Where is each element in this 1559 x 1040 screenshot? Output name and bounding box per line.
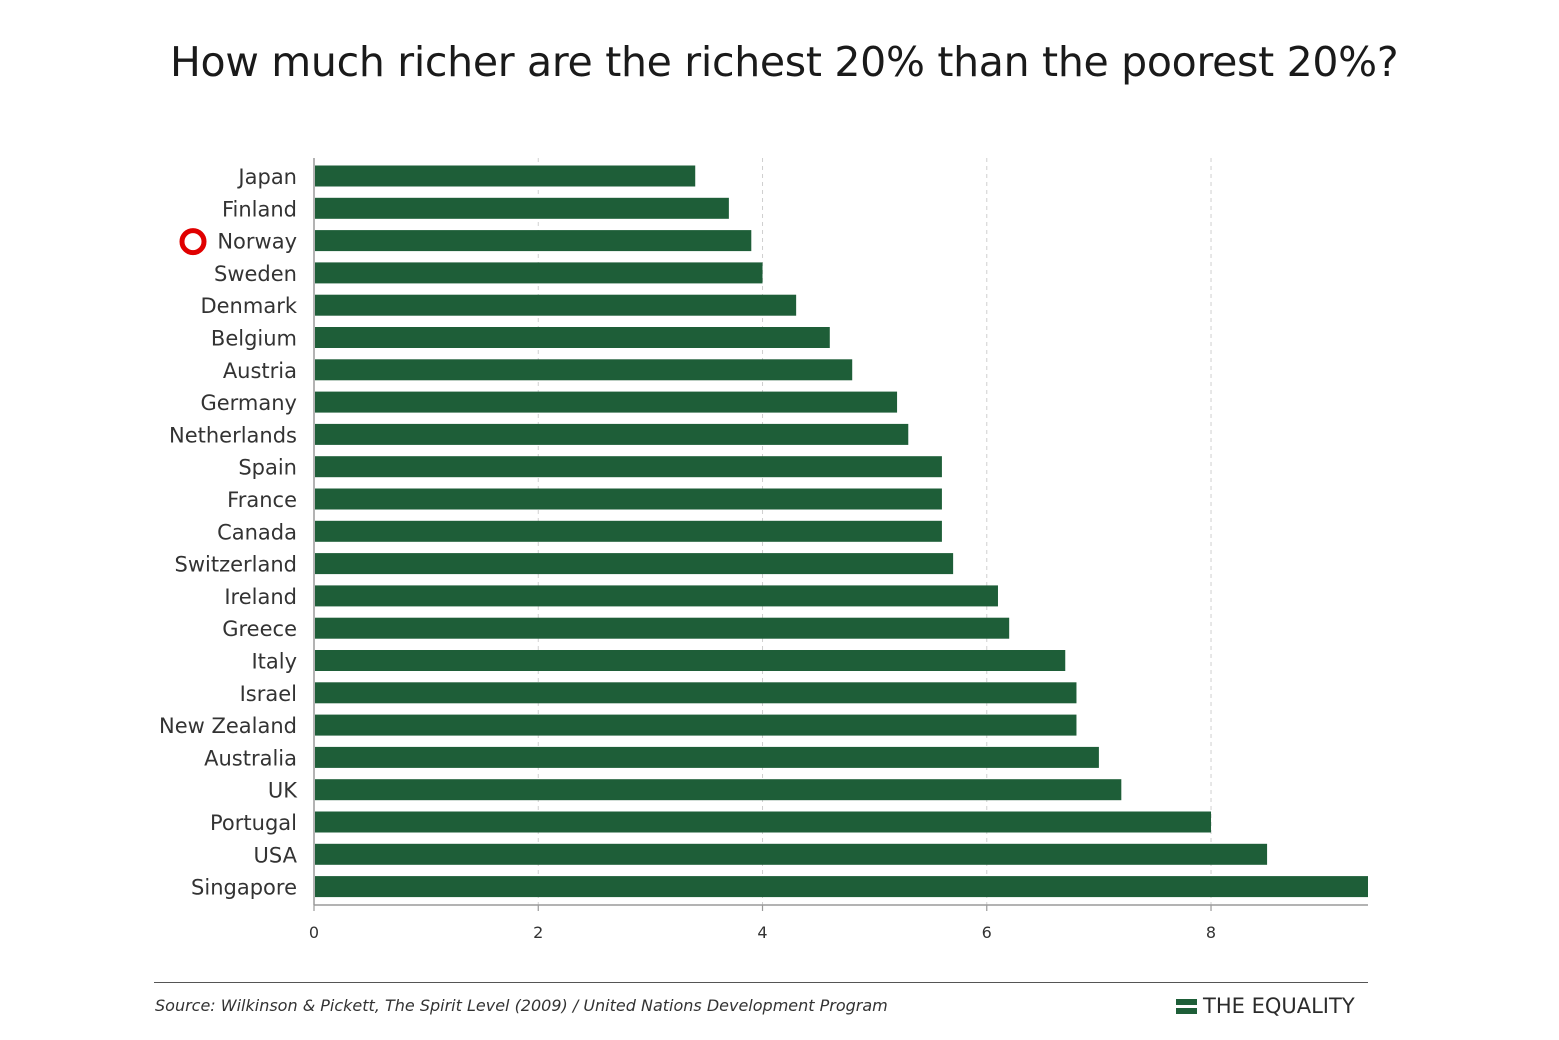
category-label-belgium: Belgium — [211, 327, 297, 351]
category-label-portugal: Portugal — [210, 811, 297, 835]
bar-portugal — [315, 811, 1212, 833]
bar-australia — [315, 746, 1099, 768]
bar-austria — [315, 359, 853, 381]
category-label-denmark: Denmark — [200, 294, 297, 318]
category-label-italy: Italy — [251, 650, 297, 674]
x-tick-label-3: 6 — [982, 923, 992, 942]
category-label-usa: USA — [254, 843, 298, 867]
bar-usa — [315, 843, 1268, 865]
chart-title: How much richer are the richest 20% than… — [170, 38, 1399, 86]
category-label-norway: Norway — [217, 230, 297, 254]
category-label-austria: Austria — [223, 359, 297, 383]
highlight-markers — [179, 228, 207, 256]
x-tick-label-0: 0 — [309, 923, 319, 942]
bar-belgium — [315, 327, 830, 348]
bar-italy — [315, 650, 1066, 671]
bar-france — [315, 488, 942, 510]
brand-logo: THE EQUALITY — [1176, 994, 1355, 1018]
bar-sweden — [315, 262, 763, 284]
category-label-japan: Japan — [236, 165, 297, 189]
category-label-germany: Germany — [200, 391, 297, 415]
bar-israel — [315, 682, 1077, 704]
bar-uk — [315, 779, 1122, 801]
bar-norway — [315, 230, 752, 252]
category-label-new-zealand: New Zealand — [159, 714, 297, 738]
highlight-circle-marker — [179, 228, 207, 256]
brand-name: THE EQUALITY — [1203, 994, 1355, 1018]
bar-switzerland — [315, 553, 954, 575]
x-tick-label-4: 8 — [1206, 923, 1216, 942]
bar-germany — [315, 391, 898, 413]
category-label-finland: Finland — [222, 197, 297, 221]
category-label-israel: Israel — [240, 682, 297, 706]
equals-icon — [1176, 998, 1197, 1014]
x-tick-label-2: 4 — [757, 923, 767, 942]
category-label-singapore: Singapore — [191, 876, 297, 900]
category-label-uk: UK — [268, 779, 298, 803]
category-label-sweden: Sweden — [214, 262, 297, 286]
bar-greece — [315, 617, 1010, 639]
category-labels: Japan Finland Norway Sweden Denmark Belgium Au… — [159, 165, 298, 900]
category-label-greece: Greece — [222, 617, 297, 641]
bar-spain — [315, 456, 942, 478]
source-note: Source: Wilkinson & Pickett, The Spirit … — [155, 996, 888, 1015]
bar-netherlands — [315, 423, 909, 445]
category-label-canada: Canada — [217, 520, 297, 544]
bar-singapore — [315, 876, 1368, 898]
category-label-netherlands: Netherlands — [169, 423, 297, 447]
x-tick-label-1: 2 — [533, 923, 543, 942]
category-label-spain: Spain — [238, 456, 297, 480]
bar-denmark — [315, 294, 797, 316]
category-label-switzerland: Switzerland — [175, 553, 298, 577]
category-label-ireland: Ireland — [224, 585, 297, 609]
bar-new-zealand — [315, 714, 1077, 736]
category-label-australia: Australia — [204, 746, 297, 770]
bar-ireland — [315, 585, 998, 607]
x-axis: 0 2 4 6 8 — [309, 158, 1368, 942]
bar-japan — [315, 165, 696, 187]
bar-finland — [315, 197, 729, 219]
footer-divider — [154, 982, 1368, 983]
category-label-france: France — [227, 488, 297, 512]
bar-chart: Japan Finland Norway Sweden Denmark Belgium Au… — [159, 158, 1368, 942]
bar-canada — [315, 520, 942, 542]
bars — [315, 165, 1368, 898]
